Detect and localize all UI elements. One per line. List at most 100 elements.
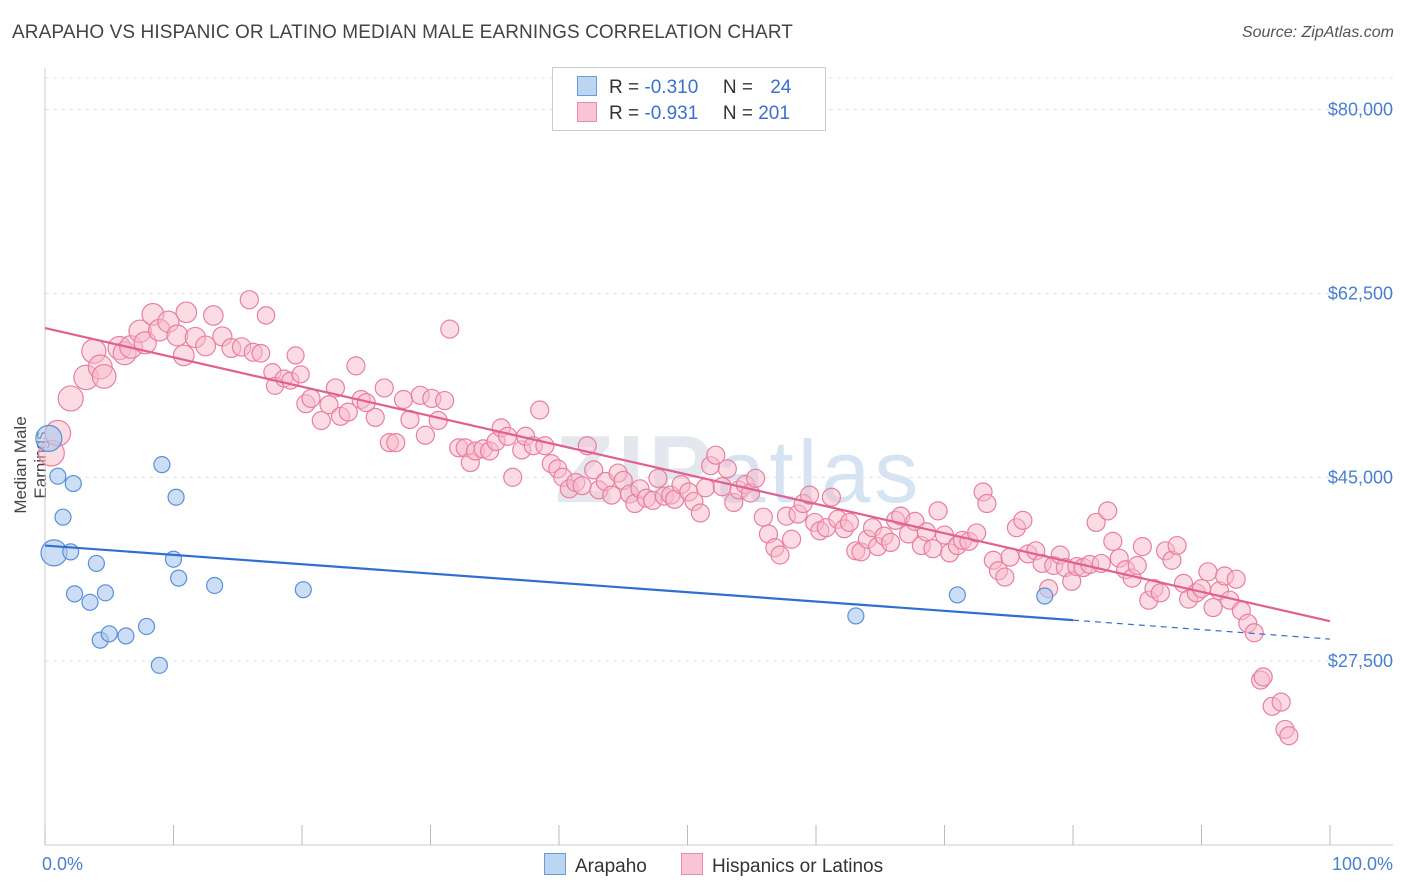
chart-title: ARAPAHO VS HISPANIC OR LATINO MEDIAN MAL… — [12, 22, 794, 43]
hispanic-point — [1271, 692, 1291, 712]
hispanic-point — [428, 410, 448, 431]
hispanic-point — [91, 363, 117, 389]
n-value-arapaho: 24 — [770, 77, 792, 98]
hispanic-point — [648, 468, 668, 488]
hispanic-point — [1103, 531, 1123, 551]
hispanic-point — [386, 432, 406, 453]
arapaho-point — [96, 584, 114, 602]
hispanic-point — [1244, 623, 1264, 643]
hispanic-point — [172, 344, 195, 367]
hispanic-point — [498, 426, 518, 446]
hispanic-point — [770, 545, 790, 565]
hispanic-trend-line — [44, 326, 1331, 623]
hispanic-point — [286, 346, 305, 365]
hispanic-points — [37, 290, 1299, 746]
hispanic-point — [839, 512, 860, 533]
hispanic-point — [195, 335, 217, 357]
arapaho-trend-line — [44, 544, 1074, 622]
hispanic-point — [393, 389, 414, 410]
hispanic-point — [338, 402, 358, 422]
arapaho-trend-extension — [1072, 619, 1331, 640]
hispanic-point — [1013, 510, 1033, 530]
n-value-hispanic: 201 — [758, 103, 790, 124]
hispanic-point — [746, 468, 766, 488]
arapaho-point — [81, 593, 99, 611]
arapaho-point — [1036, 587, 1054, 605]
y-tick-label: $62,500 — [1328, 283, 1393, 303]
hispanic-point — [1226, 569, 1246, 589]
hispanic-point — [203, 305, 224, 326]
hispanic-point — [717, 459, 737, 479]
x-tick-label: 0.0% — [42, 854, 83, 874]
hispanic-point — [1132, 537, 1152, 557]
hispanic-legend-swatch — [681, 853, 703, 875]
hispanic-point — [256, 306, 276, 325]
hispanic-point — [821, 487, 842, 507]
arapaho-point — [170, 569, 188, 587]
source-credit: Source: ZipAtlas.com — [1241, 24, 1394, 41]
hispanic-point — [346, 356, 366, 376]
hispanic-point — [1098, 501, 1118, 521]
arapaho-point — [35, 424, 63, 452]
hispanic-point — [1150, 583, 1170, 603]
arapaho-point — [117, 627, 135, 645]
hispanic-point — [535, 436, 555, 456]
hispanic-point — [440, 319, 460, 339]
hispanic-point — [435, 390, 455, 411]
hispanic-point — [175, 301, 198, 324]
hispanic-legend-label: Hispanics or Latinos — [712, 856, 884, 877]
y-tick-label: $45,000 — [1328, 467, 1393, 487]
legend-row-arapaho: R = -0.310 N = 24 — [577, 76, 791, 100]
hispanic-point — [916, 522, 937, 542]
hispanic-point — [706, 445, 726, 465]
arapaho-point — [948, 586, 966, 604]
y-tick-labels: $80,000 $62,500 $45,000 $27,500 — [1328, 100, 1393, 672]
n-label: N = — [722, 103, 753, 124]
hispanic-point — [928, 501, 948, 521]
x-tick-label: 100.0% — [1332, 854, 1393, 874]
hispanic-point — [251, 343, 271, 363]
hispanic-point — [503, 467, 523, 487]
hispanic-point — [1127, 555, 1147, 576]
r-label: R = — [609, 77, 640, 98]
arapaho-point — [100, 625, 118, 643]
hispanic-point — [415, 425, 435, 445]
hispanic-point — [584, 460, 604, 480]
hispanic-point — [57, 385, 84, 412]
hispanic-point — [1191, 579, 1212, 599]
arapaho-point — [847, 607, 865, 625]
bottom-legend-hispanic: Hispanics or Latinos — [681, 853, 883, 878]
hispanic-point — [753, 507, 773, 527]
r-label: R = — [609, 103, 640, 124]
hispanic-point — [602, 485, 622, 505]
hispanic-point — [967, 523, 987, 543]
hispanic-point — [1086, 512, 1106, 533]
hispanic-point — [319, 395, 339, 415]
hispanic-point — [239, 290, 259, 310]
bottom-legend-arapaho: Arapaho — [544, 853, 647, 878]
hispanic-swatch — [577, 102, 597, 122]
arapaho-legend-swatch — [544, 853, 566, 875]
hispanic-point — [1203, 597, 1223, 618]
arapaho-swatch — [577, 76, 597, 96]
hispanic-point — [1279, 726, 1299, 746]
hispanic-point — [301, 388, 321, 409]
arapaho-point — [137, 617, 156, 636]
hispanic-point — [530, 400, 550, 420]
arapaho-legend-label: Arapaho — [575, 856, 647, 877]
arapaho-point — [87, 554, 106, 573]
hispanic-point — [572, 476, 592, 496]
hispanic-point — [1000, 547, 1020, 567]
legend-row-hispanic: R = -0.931 N = 201 — [577, 102, 790, 126]
trend-lines — [44, 326, 1331, 640]
n-label: N = — [722, 77, 753, 98]
x-tick-labels: 0.0% 100.0% — [42, 854, 1393, 874]
hispanic-point — [880, 532, 901, 553]
hispanic-point — [799, 485, 820, 505]
r-value-hispanic: -0.931 — [644, 103, 699, 124]
y-tick-label: $27,500 — [1328, 651, 1393, 671]
hispanic-point — [1253, 667, 1273, 687]
arapaho-point — [54, 508, 72, 526]
hispanic-point — [977, 493, 997, 514]
arapaho-point — [64, 474, 82, 493]
